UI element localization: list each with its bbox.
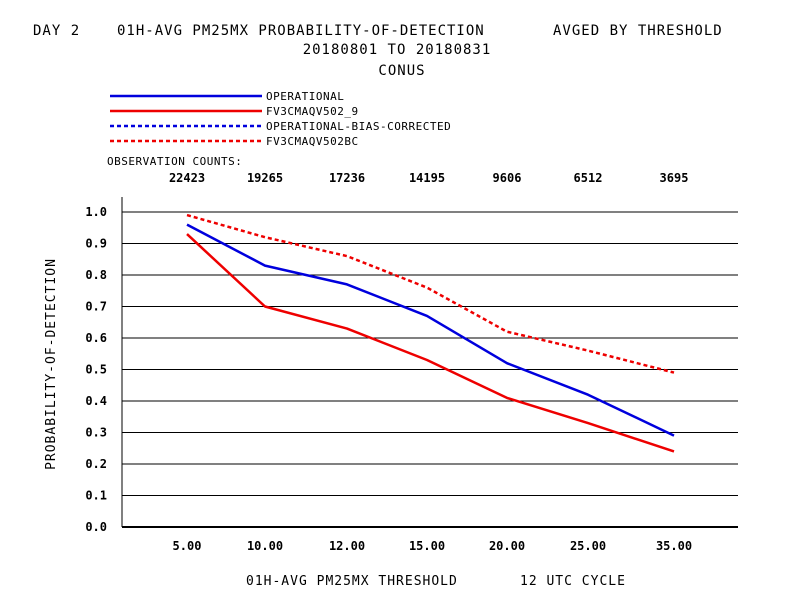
region-label: CONUS bbox=[378, 63, 425, 79]
y-tick-label: 1.0 bbox=[85, 205, 107, 219]
cycle-label: 12 UTC CYCLE bbox=[520, 574, 626, 589]
x-tick-label: 10.00 bbox=[247, 539, 283, 553]
title-averaging: AVGED BY THRESHOLD bbox=[553, 23, 723, 39]
observation-count: 3695 bbox=[660, 171, 689, 185]
observation-count: 22423 bbox=[169, 171, 205, 185]
y-tick-label: 0.0 bbox=[85, 520, 107, 534]
x-tick-label: 20.00 bbox=[489, 539, 525, 553]
legend: OPERATIONAL FV3CMAQV502_9 OPERATIONAL-BIAS… bbox=[110, 90, 451, 148]
x-tick-label: 15.00 bbox=[409, 539, 445, 553]
y-tick-label: 0.8 bbox=[85, 268, 107, 282]
y-tick-label: 0.7 bbox=[85, 300, 107, 314]
observation-counts: 22423 19265 17236 14195 9606 6512 3695 bbox=[169, 171, 689, 185]
observation-count: 6512 bbox=[574, 171, 603, 185]
x-tick-labels: 5.00 10.00 12.00 15.00 20.00 25.00 35.00 bbox=[173, 539, 693, 553]
chart-title: 01H-AVG PM25MX PROBABILITY-OF-DETECTION bbox=[117, 23, 485, 39]
y-tick-label: 0.5 bbox=[85, 363, 107, 377]
gridlines bbox=[122, 211, 738, 496]
series-line bbox=[186, 223, 675, 437]
legend-label: OPERATIONAL bbox=[266, 90, 344, 103]
observation-count: 17236 bbox=[329, 171, 365, 185]
y-tick-label: 0.9 bbox=[85, 237, 107, 251]
legend-label: FV3CMAQV502_9 bbox=[266, 105, 359, 118]
y-axis-title: PROBABILITY-OF-DETECTION bbox=[44, 258, 59, 470]
x-tick-label: 5.00 bbox=[173, 539, 202, 553]
y-tick-label: 0.2 bbox=[85, 457, 107, 471]
title-day: DAY 2 bbox=[33, 23, 80, 39]
date-range: 20180801 TO 20180831 bbox=[303, 42, 492, 58]
x-tick-label: 12.00 bbox=[329, 539, 365, 553]
series-lines bbox=[186, 213, 675, 453]
legend-label: OPERATIONAL-BIAS-CORRECTED bbox=[266, 120, 451, 133]
y-tick-label: 0.1 bbox=[85, 489, 107, 503]
y-tick-label: 0.6 bbox=[85, 331, 107, 345]
x-tick-label: 35.00 bbox=[656, 539, 692, 553]
y-tick-label: 0.3 bbox=[85, 426, 107, 440]
observation-count: 14195 bbox=[409, 171, 445, 185]
observation-count: 9606 bbox=[493, 171, 522, 185]
series-line bbox=[186, 233, 675, 453]
y-tick-label: 0.4 bbox=[85, 394, 107, 408]
legend-label: FV3CMAQV502BC bbox=[266, 135, 359, 148]
y-tick-labels: 0.0 0.1 0.2 0.3 0.4 0.5 0.6 0.7 0.8 0.9 1.0 bbox=[85, 205, 107, 534]
observation-count: 19265 bbox=[247, 171, 283, 185]
x-tick-label: 25.00 bbox=[570, 539, 606, 553]
x-axis-title: 01H-AVG PM25MX THRESHOLD bbox=[246, 574, 458, 589]
series-line bbox=[186, 213, 675, 374]
observation-counts-label: OBSERVATION COUNTS: bbox=[107, 155, 242, 168]
